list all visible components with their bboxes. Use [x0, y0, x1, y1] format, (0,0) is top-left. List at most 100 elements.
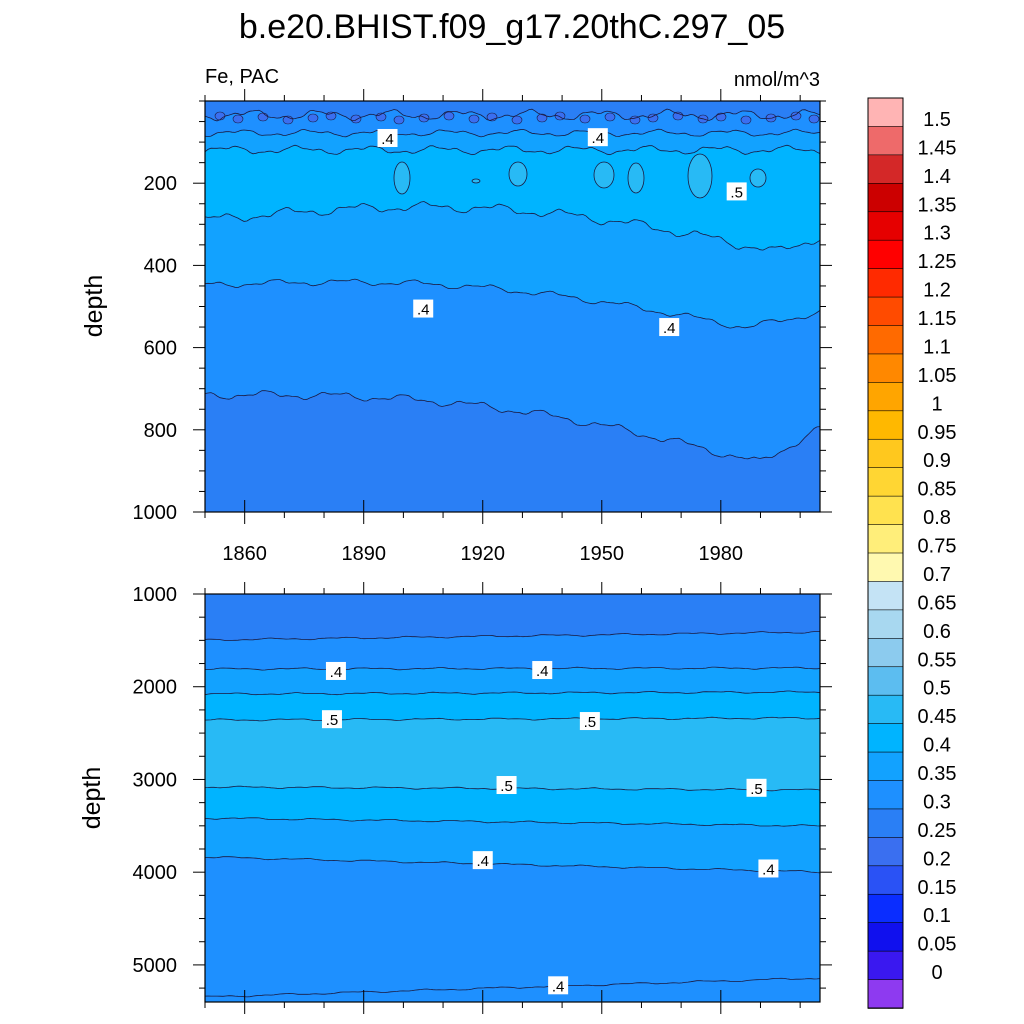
colorbar-label: 0.9 [923, 450, 951, 472]
x-tick-label: 1980 [699, 543, 744, 565]
contour-line [205, 278, 820, 329]
colorbar-label: 1.4 [923, 166, 951, 188]
colorbar-swatch [867, 922, 904, 952]
surface-patch [629, 115, 641, 125]
contour-label-box [746, 778, 767, 797]
contour-label-box [532, 661, 553, 680]
surface-patch [307, 113, 319, 123]
colorbar-swatch [867, 325, 904, 355]
contour-line [205, 817, 820, 827]
colorbar-label: 0.7 [923, 564, 951, 586]
surface-patch [418, 113, 430, 123]
surface-patch [232, 114, 244, 124]
contour-label-box [587, 128, 608, 147]
contour-line [205, 631, 820, 641]
y-tick-label: 4000 [133, 862, 178, 884]
contour-label-box [413, 299, 434, 318]
x-tick-label: 1890 [341, 543, 386, 565]
colorbar-swatch [867, 410, 904, 441]
lower-panel: depth .4 .4 .5 .5 .5 .5 .4 .4 .4 1000 2000 3000 400… [78, 582, 832, 1014]
colorbar-label: 0.45 [918, 706, 957, 728]
surface-patch [740, 115, 752, 125]
chart-title: b.e20.BHIST.f09_g17.20thC.297_05 [239, 8, 785, 46]
lower-axes: 1000 2000 3000 4000 5000 [133, 582, 832, 1014]
contour-label-text: .5 [584, 714, 597, 731]
contour-label: .4 [548, 976, 569, 995]
colorbar-label: 0.65 [918, 592, 957, 614]
contour-label-text: .4 [381, 131, 394, 148]
contour-label-box [579, 712, 600, 731]
colorbar-label: 0.75 [918, 536, 957, 558]
contour-line [205, 666, 820, 671]
band [205, 667, 820, 695]
lower-contour-plot: .4 .4 .5 .5 .5 .5 .4 .4 .4 [205, 594, 820, 1002]
colorbar-label: 0 [931, 962, 942, 984]
y-tick-label: 3000 [133, 769, 178, 791]
contour-label: .5 [496, 776, 517, 795]
contour-line [205, 390, 820, 460]
colorbar-label: 1.45 [918, 137, 957, 159]
contour-label-text: .5 [326, 712, 339, 729]
upper-right-label: nmol/m^3 [734, 69, 820, 91]
colorbar-label: 1.35 [918, 194, 957, 216]
contour-line [205, 128, 820, 138]
band [205, 856, 820, 997]
colorbar-swatch [867, 865, 904, 896]
contour-label-text: .4 [762, 861, 775, 878]
colorbar-swatch [867, 723, 904, 753]
colorbar-swatch [867, 353, 904, 384]
upper-panel: Fe, PAC nmol/m^3 depth .4.4.5.4.4 1860 18… [80, 66, 832, 565]
contour-label: .5 [726, 182, 747, 201]
contour-label: .5 [321, 710, 342, 729]
colorbar-swatch [867, 893, 904, 924]
colorbar-swatch [867, 126, 904, 156]
surface-patch [257, 112, 269, 122]
upper-y-axis-label: depth [80, 275, 108, 338]
colorbar-label: 1.3 [923, 223, 951, 245]
colorbar-label: 0.25 [918, 820, 957, 842]
band-035 [205, 109, 820, 137]
contour-line [205, 716, 820, 722]
colorbar-swatch [867, 211, 904, 241]
colorbar-swatch [867, 837, 904, 867]
colorbar-label: 1.05 [918, 365, 957, 387]
contour-label-text: .4 [552, 978, 565, 995]
colorbar-swatch [867, 268, 904, 298]
colorbar-swatch [867, 524, 904, 554]
upper-axes: 1860 1890 1920 1950 1980 200 400 600 800 1000 [133, 89, 832, 565]
surface-patch [214, 111, 226, 121]
surface-patch [579, 114, 591, 124]
contour-line [205, 108, 820, 122]
colorbar-label: 0.35 [918, 763, 957, 785]
contour-label-box [321, 710, 342, 729]
contour-label-box [377, 128, 398, 147]
band [205, 594, 820, 641]
contour-label-text: .4 [417, 302, 430, 319]
contour-label: .5 [579, 712, 600, 731]
contour-label-box [496, 776, 517, 795]
colorbar-swatch [867, 438, 904, 469]
colorbar-label: 0.95 [918, 422, 957, 444]
surface-patch [536, 113, 548, 123]
colorbar-label: 1.2 [923, 280, 951, 302]
colorbar-swatch [867, 694, 904, 725]
contour-label-text: .4 [663, 320, 676, 337]
surface-patch [715, 112, 727, 122]
band [205, 631, 820, 671]
band [205, 691, 820, 721]
surface-patch [647, 113, 659, 123]
contour-line [205, 690, 820, 696]
band-040-mid [205, 201, 820, 329]
contour-label: .4 [377, 128, 398, 148]
colorbar-swatch [867, 183, 904, 213]
colorbar-swatch [867, 751, 904, 782]
colorbar-label: 0.1 [923, 905, 951, 927]
lower-contour-fill [205, 594, 820, 1002]
y-tick-label: 200 [144, 173, 177, 195]
contour-label-box [726, 182, 747, 201]
contour-label-box [325, 661, 346, 680]
upper-contour-fill [205, 101, 820, 512]
surface-patch [790, 111, 802, 121]
colorbar-swatch [867, 808, 904, 839]
